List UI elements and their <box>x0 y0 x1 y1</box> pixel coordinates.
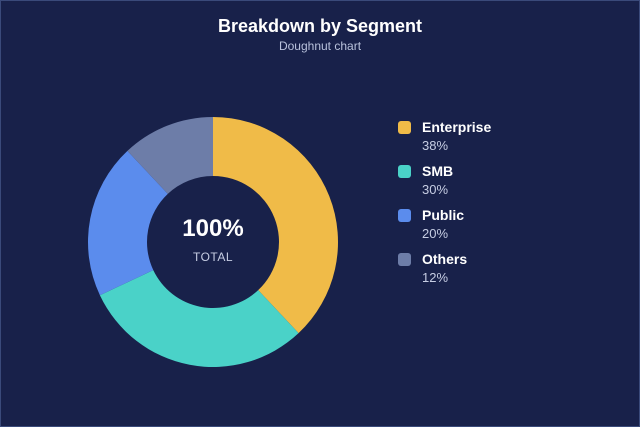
slice-public <box>88 150 168 296</box>
legend-swatch-others <box>398 253 411 266</box>
center-total-label: TOTAL <box>192 250 234 264</box>
legend-value-others: 12% <box>422 270 449 285</box>
legend-swatch-public <box>398 209 411 222</box>
legend-value-smb: 30% <box>422 182 449 197</box>
legend-swatch-smb <box>398 165 411 178</box>
legend-label-enterprise: Enterprise <box>422 119 492 135</box>
chart-title: Breakdown by Segment <box>217 16 423 36</box>
slice-others <box>127 117 213 194</box>
legend-swatch-enterprise <box>398 121 411 134</box>
legend-value-public: 20% <box>422 226 449 241</box>
legend-label-smb: SMB <box>422 163 454 179</box>
slice-enterprise <box>213 117 339 334</box>
legend-label-others: Others <box>422 251 468 267</box>
slice-smb <box>99 270 299 367</box>
legend-label-public: Public <box>422 207 465 223</box>
chart-subtitle: Doughnut chart <box>278 39 362 53</box>
legend-value-enterprise: 38% <box>422 138 449 153</box>
center-total-value: 100% <box>182 215 244 242</box>
doughnut-slices <box>88 117 339 367</box>
